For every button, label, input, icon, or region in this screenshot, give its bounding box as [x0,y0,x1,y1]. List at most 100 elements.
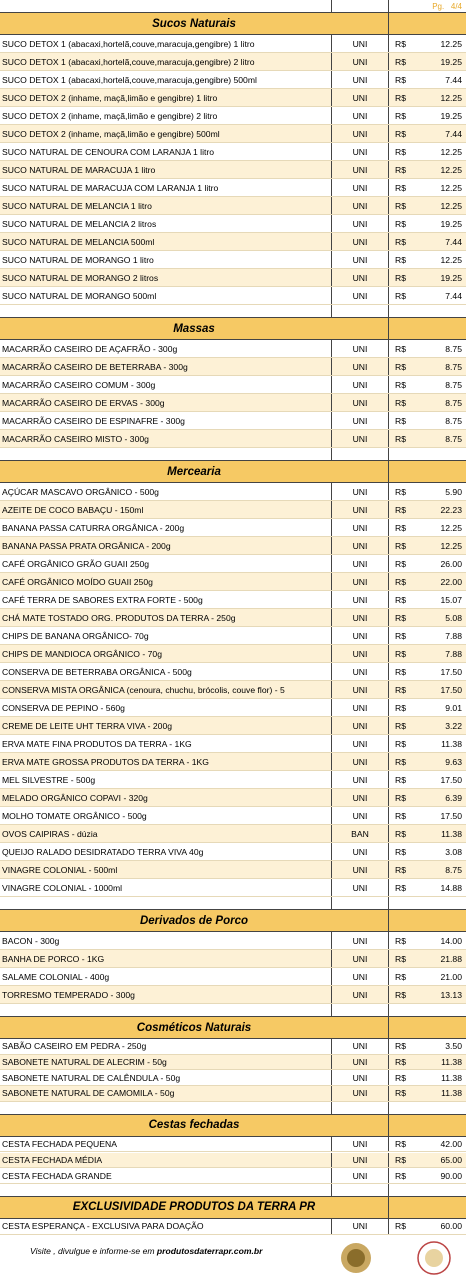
item-currency: R$ [395,110,406,121]
item-currency: R$ [395,971,406,982]
cell [0,448,332,460]
item-currency: R$ [395,415,406,426]
item-price: 17.50 [440,774,462,785]
item-price: 12.25 [440,200,462,211]
item-row: QUEIJO RALADO DESIDRATADO TERRA VIVA 40g… [0,843,466,861]
item-row: SUCO DETOX 1 (abacaxi,hortelã,couve,mara… [0,53,466,71]
section-header: Mercearia [0,461,466,483]
item-row: CHIPS DE BANANA ORGÂNICO- 70g UNI R$ 7.88 [0,627,466,645]
item-currency: R$ [395,774,406,785]
item-unit: UNI [332,1152,389,1168]
item-price: 11.38 [441,1072,462,1083]
item-price: 5.90 [445,486,462,497]
item-price: 9.01 [445,702,462,713]
price-cell: R$ 21.88 [389,950,466,967]
price-cell: R$ 9.63 [389,753,466,770]
item-price: 17.50 [440,810,462,821]
item-price: 65.00 [440,1154,462,1165]
item-price: 17.50 [440,684,462,695]
price-cell: R$ 7.44 [389,233,466,250]
item-row: SUCO DETOX 1 (abacaxi,hortelã,couve,mara… [0,71,466,89]
item-unit: UNI [332,555,389,572]
item-currency: R$ [395,1170,406,1181]
item-price: 19.25 [440,272,462,283]
page-number: 4/4 [450,1,462,11]
item-row: SUCO NATURAL DE MORANGO 500ml UNI R$ 7.44 [0,287,466,305]
cell [0,305,332,317]
price-cell: R$ 3.50 [389,1039,466,1054]
cell [332,1183,389,1196]
item-row: CONSERVA DE PEPINO - 560g UNI R$ 9.01 [0,699,466,717]
section-title: Sucos Naturais [0,13,389,34]
item-name: SUCO NATURAL DE MELANCIA 1 litro [0,197,332,214]
cell [332,1101,389,1114]
price-cell: R$ 7.88 [389,645,466,662]
section-title: Cosméticos Naturais [0,1017,389,1038]
item-price: 12.25 [440,38,462,49]
cell [389,910,466,931]
item-name: CHÁ MATE TOSTADO ORG. PRODUTOS DA TERRA … [0,609,332,626]
item-name: OVOS CAIPIRAS - dúzia [0,825,332,842]
item-price: 11.38 [441,1088,462,1099]
price-cell: R$ 5.90 [389,483,466,500]
item-row: SUCO DETOX 2 (inhame, maçã,limão e gengi… [0,107,466,125]
item-price: 7.44 [445,128,462,139]
item-price: 14.00 [440,935,462,946]
item-currency: R$ [395,810,406,821]
item-row: BANANA PASSA PRATA ORGÂNICA - 200g UNI R$ 1… [0,537,466,555]
cell [0,897,332,909]
item-price: 60.00 [440,1221,462,1232]
item-currency: R$ [395,594,406,605]
item-price: 8.75 [445,379,462,390]
price-cell: R$ 13.13 [389,986,466,1003]
item-unit: UNI [332,483,389,500]
price-cell: R$ 19.25 [389,215,466,232]
price-cell: R$ 8.75 [389,430,466,447]
item-currency: R$ [395,164,406,175]
item-currency: R$ [395,218,406,229]
item-row: CREME DE LEITE UHT TERRA VIVA - 200g UNI R… [0,717,466,735]
item-row: CESTA FECHADA MÉDIA UNI R$ 65.00 [0,1152,466,1169]
cell [389,318,466,339]
item-name: VINAGRE COLONIAL - 500ml [0,861,332,878]
cell [332,305,389,317]
item-currency: R$ [395,38,406,49]
item-currency: R$ [395,200,406,211]
item-currency: R$ [395,1154,406,1165]
item-name: SABONETE NATURAL DE ALECRIM - 50g [0,1054,332,1070]
item-name: MACARRÃO CASEIRO DE ERVAS - 300g [0,394,332,411]
item-row: OVOS CAIPIRAS - dúzia BAN R$ 11.38 [0,825,466,843]
item-row: MOLHO TOMATE ORGÂNICO - 500g UNI R$ 17.50 [0,807,466,825]
item-currency: R$ [395,720,406,731]
item-name: MACARRÃO CASEIRO DE BETERRABA - 300g [0,358,332,375]
item-price: 26.00 [440,558,462,569]
spacer-row [0,305,466,318]
item-price: 11.38 [441,1057,462,1068]
item-price: 21.00 [440,971,462,982]
item-name: SUCO DETOX 1 (abacaxi,hortelã,couve,mara… [0,35,332,52]
item-currency: R$ [395,935,406,946]
item-unit: UNI [332,1054,389,1070]
price-cell: R$ 7.44 [389,287,466,304]
item-currency: R$ [395,882,406,893]
item-price: 21.88 [440,953,462,964]
item-price: 12.25 [440,146,462,157]
item-row: CONSERVA DE BETERRABA ORGÂNICA - 500g UNI… [0,663,466,681]
price-cell: R$ 12.25 [389,89,466,106]
item-unit: UNI [332,340,389,357]
item-row: BACON - 300g UNI R$ 14.00 [0,932,466,950]
price-cell: R$ 7.44 [389,71,466,88]
cell [0,1101,332,1114]
item-price: 19.25 [440,110,462,121]
item-unit: UNI [332,519,389,536]
price-cell: R$ 17.50 [389,663,466,680]
section-header: Cestas fechadas [0,1114,466,1137]
item-name: SUCO NATURAL DE MELANCIA 2 litros [0,215,332,232]
item-row: CESTA FECHADA PEQUENA UNI R$ 42.00 [0,1136,466,1153]
item-row: SUCO DETOX 2 (inhame, maçã,limão e gengi… [0,89,466,107]
item-name: SUCO NATURAL DE MORANGO 2 litros [0,269,332,286]
item-price: 11.38 [441,738,462,749]
item-row: BANHA DE PORCO - 1KG UNI R$ 21.88 [0,950,466,968]
item-name: MELADO ORGÂNICO COPAVI - 320g [0,789,332,806]
item-unit: UNI [332,376,389,393]
